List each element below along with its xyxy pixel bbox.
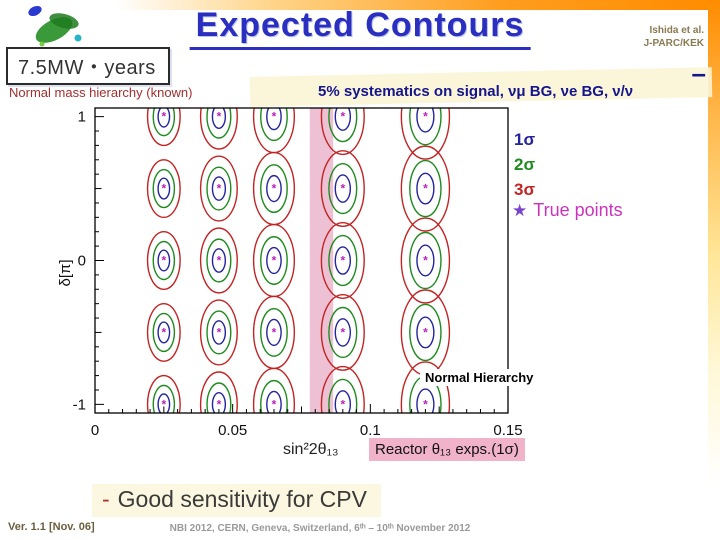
true-points-label: True points (533, 200, 623, 220)
svg-text:*: * (161, 325, 166, 339)
right-border-gradient (708, 0, 720, 540)
contour-ellipses (146, 108, 451, 413)
svg-text:*: * (217, 182, 222, 196)
svg-text:-1: -1 (73, 396, 86, 413)
conclusion-label: Good sensitivity for CPV (117, 486, 367, 512)
svg-text:*: * (423, 110, 428, 124)
svg-text:2σ: 2σ (514, 155, 535, 174)
svg-text:0: 0 (78, 253, 86, 270)
contour-plot-svg: *************************0 0.05 0.1 0.1510-… (58, 107, 535, 439)
svg-text:*: * (161, 110, 166, 124)
true-point-markers: * * * * * * * * * * * * * * * * * * * * * * * * * (161, 110, 428, 412)
svg-text:0.05: 0.05 (218, 422, 247, 439)
conclusion-text: - Good sensitivity for CPV (92, 484, 381, 517)
plot-frame (94, 107, 509, 414)
star-icon: ★ (512, 201, 528, 220)
svg-text:0: 0 (91, 422, 99, 439)
conclusion-dash: - (102, 486, 110, 512)
svg-text:*: * (272, 397, 277, 411)
x-axis-title: sin²2θ₁₃ (283, 441, 339, 458)
svg-text:*: * (272, 325, 277, 339)
page-title: Expected Contours (189, 6, 531, 50)
svg-text:*: * (217, 325, 222, 339)
svg-text:1: 1 (78, 109, 86, 126)
svg-text:*: * (340, 397, 345, 411)
svg-text:*: * (161, 182, 166, 196)
svg-text:*: * (217, 397, 222, 411)
svg-text:*: * (423, 182, 428, 196)
svg-text:*: * (161, 397, 166, 411)
reactor-band-label: Reactor θ₁₃ exps.(1σ) (369, 438, 525, 461)
sigma-legend: 1σ 2σ 3σ (514, 130, 535, 199)
svg-text:*: * (217, 254, 222, 268)
svg-text:*: * (340, 110, 345, 124)
true-points-legend: ★ True points (512, 200, 623, 221)
svg-text:*: * (340, 325, 345, 339)
svg-text:0.15: 0.15 (493, 422, 522, 439)
svg-text:*: * (340, 254, 345, 268)
svg-text:1σ: 1σ (514, 130, 535, 149)
axis-ticks (94, 116, 509, 413)
svg-text:*: * (272, 182, 277, 196)
nbi-logo-icon (22, 0, 92, 57)
attribution-line-1: Ishida et al. (649, 25, 704, 36)
svg-text:*: * (272, 254, 277, 268)
svg-text:*: * (423, 397, 428, 411)
axis-tick-labels: 0 0.05 0.1 0.15 1 0 -1 (73, 109, 523, 439)
svg-text:*: * (217, 110, 222, 124)
nu-bar-dash: – (691, 58, 706, 88)
hierarchy-note: Normal mass hierarchy (known) (9, 85, 193, 100)
hierarchy-plot-label: Normal Hierarchy (420, 369, 539, 386)
version-label: Ver. 1.1 [Nov. 06] (8, 521, 95, 533)
conference-label: NBI 2012, CERN, Geneva, Switzerland, 6ᵗʰ… (169, 523, 471, 534)
exposure-label: 7.5MW・years (6, 47, 170, 85)
svg-text:*: * (423, 254, 428, 268)
svg-text:0.1: 0.1 (360, 422, 381, 439)
svg-text:*: * (340, 182, 345, 196)
attribution-line-2: J-PARC/KEK (643, 38, 704, 49)
svg-text:*: * (423, 325, 428, 339)
top-border-gradient (0, 0, 720, 10)
svg-text:*: * (161, 254, 166, 268)
contour-plot: * * * * * * * * * * * * * * * * * * * * * * * * * 0 0.05 0.1 0.15 1 0-… (58, 103, 558, 448)
attribution: Ishida et al. J-PARC/KEK (644, 24, 704, 50)
svg-text:3σ: 3σ (514, 180, 535, 199)
systematics-note: 5% systematics on signal, νμ BG, νe BG, … (318, 83, 634, 100)
svg-text:*: * (272, 110, 277, 124)
y-axis-title: δ[π] (58, 259, 74, 286)
